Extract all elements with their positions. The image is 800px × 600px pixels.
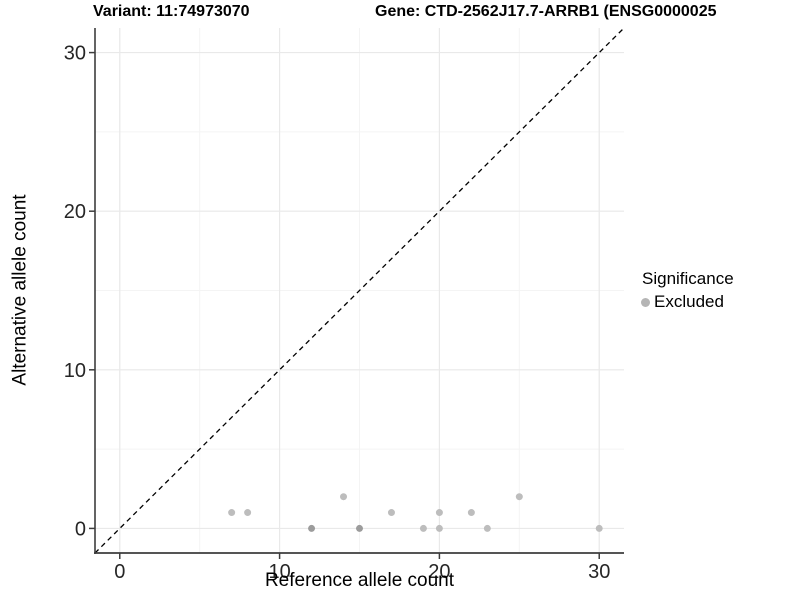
data-point — [595, 524, 603, 532]
x-tick-label: 20 — [428, 561, 450, 583]
y-axis-title: Alternative allele count — [9, 194, 31, 386]
data-point — [483, 524, 491, 532]
data-point — [308, 524, 316, 532]
x-axis-title: Reference allele count — [264, 570, 455, 591]
data-point — [515, 493, 523, 501]
y-tick-label: 30 — [64, 43, 86, 65]
legend-item-label: Excluded — [654, 292, 724, 311]
data-point — [340, 493, 348, 501]
y-tick-label: 0 — [75, 518, 86, 540]
data-point — [419, 524, 427, 532]
variant-title: Variant: 11:74973070 — [93, 3, 250, 20]
identity-line — [94, 27, 625, 554]
legend-item-excluded: Excluded — [636, 292, 800, 312]
gene-title: Gene: CTD-2562J17.7-ARRB1 (ENSG0000025 — [375, 3, 717, 20]
data-point — [356, 524, 363, 532]
legend-point-swatch — [641, 297, 650, 307]
data-point — [435, 509, 443, 517]
y-tick-label: 10 — [64, 360, 86, 382]
x-tick-label: 30 — [588, 561, 610, 583]
x-tick-label: 0 — [114, 561, 125, 583]
data-point — [228, 509, 236, 517]
x-tick-label: 10 — [268, 561, 290, 583]
legend-title: Significance — [642, 269, 734, 288]
data-point — [244, 509, 252, 517]
y-tick-label: 20 — [64, 201, 86, 223]
legend: Significance Excluded — [636, 269, 800, 312]
data-point — [435, 524, 443, 532]
data-point — [467, 509, 475, 517]
data-point — [387, 509, 395, 517]
